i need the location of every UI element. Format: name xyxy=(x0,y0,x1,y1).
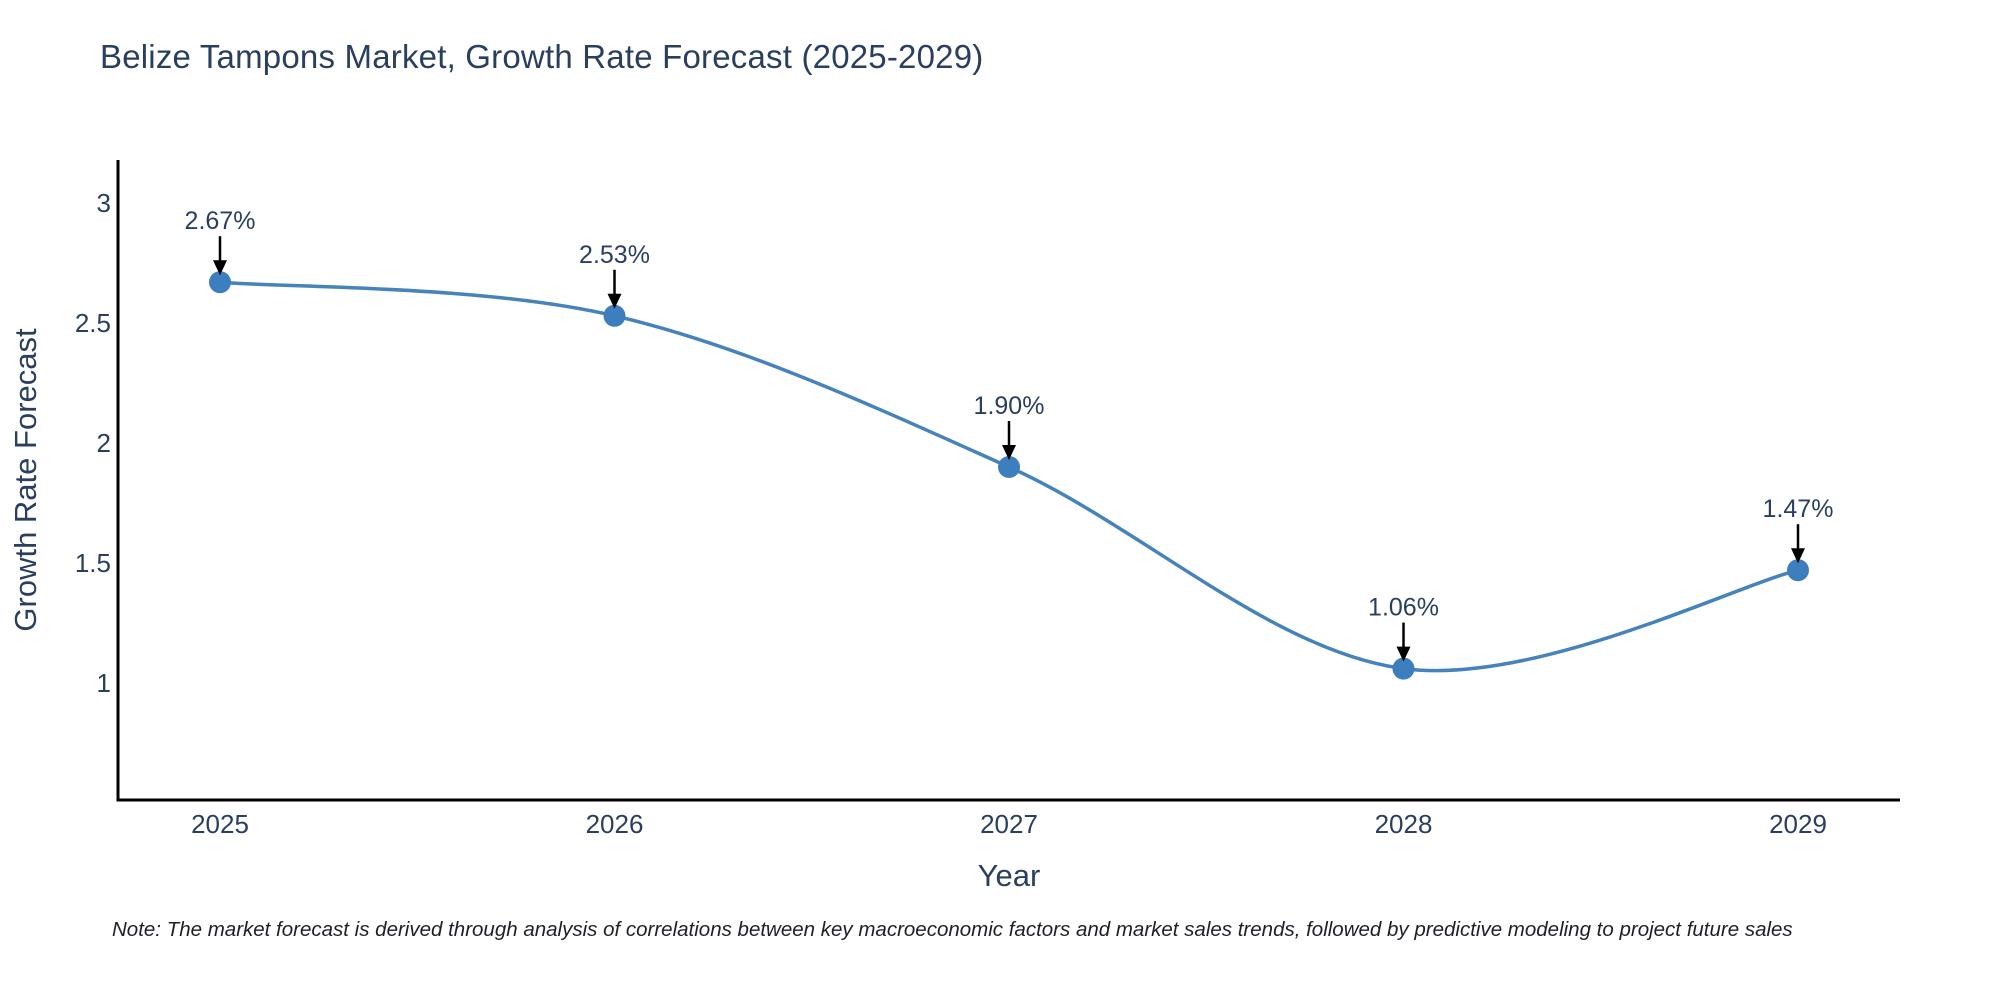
x-tick-label: 2025 xyxy=(191,809,249,839)
x-tick-label: 2026 xyxy=(586,809,644,839)
footnote: Note: The market forecast is derived thr… xyxy=(112,918,1793,941)
data-point-label: 2.53% xyxy=(579,241,650,269)
annotation-arrow-down-icon xyxy=(1002,445,1016,460)
data-point xyxy=(1787,559,1809,582)
annotation-arrow-down-icon xyxy=(1791,548,1805,564)
data-point xyxy=(1392,657,1415,680)
data-point-label: 1.47% xyxy=(1763,495,1834,523)
annotation-arrow-down-icon xyxy=(1396,646,1411,662)
data-point-label: 1.06% xyxy=(1368,594,1439,622)
x-axis-title: Year xyxy=(978,858,1041,893)
data-point xyxy=(603,304,626,327)
y-tick-label: 2.5 xyxy=(75,308,111,338)
x-tick-label: 2027 xyxy=(980,809,1038,839)
annotation-arrow-down-icon xyxy=(607,293,622,309)
y-tick-label: 1.5 xyxy=(75,548,111,578)
x-tick-label: 2029 xyxy=(1769,809,1827,839)
y-axis-title: Growth Rate Forecast xyxy=(8,328,43,632)
x-tick-label: 2028 xyxy=(1375,809,1433,839)
chart-title: Belize Tampons Market, Growth Rate Forec… xyxy=(100,38,984,75)
data-point xyxy=(998,456,1020,478)
y-tick-label: 1 xyxy=(97,668,111,698)
data-point-label: 2.67% xyxy=(185,207,256,235)
data-point xyxy=(209,271,231,294)
annotation-arrow-down-icon xyxy=(213,260,227,276)
y-tick-label: 3 xyxy=(97,188,111,218)
y-tick-label: 2 xyxy=(97,428,111,458)
data-point-label: 1.90% xyxy=(974,392,1045,420)
